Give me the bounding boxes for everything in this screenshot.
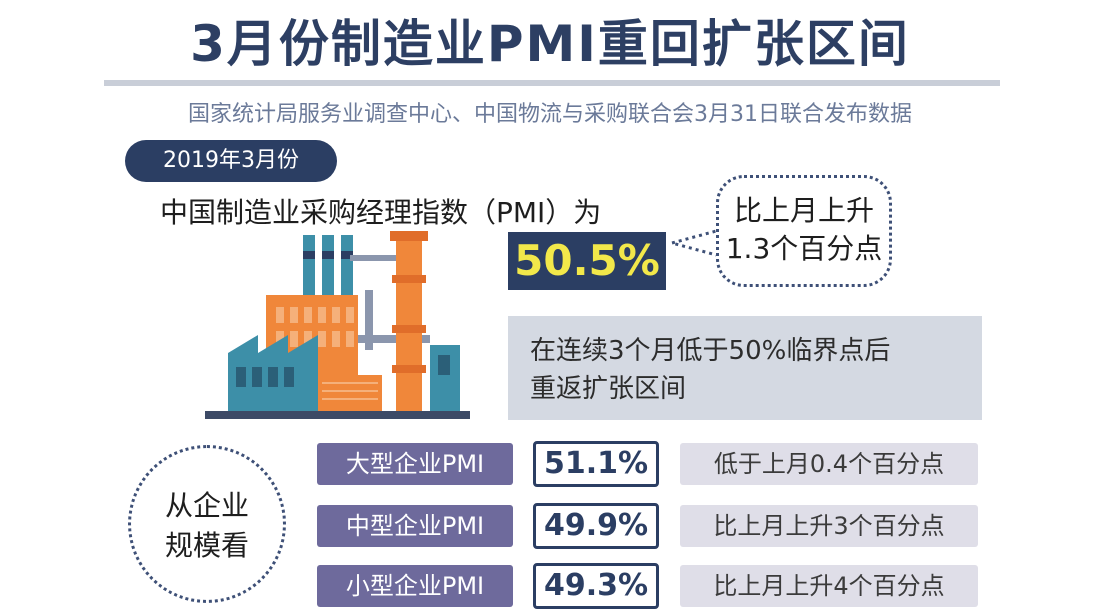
medium-enterprise-label: 中型企业PMI — [317, 505, 513, 547]
change-bubble: 比上月上升 1.3个百分点 — [716, 175, 892, 287]
small-enterprise-value: 49.3% — [533, 563, 659, 609]
large-enterprise-change: 低于上月0.4个百分点 — [680, 443, 978, 485]
bubble-tail — [666, 228, 722, 258]
medium-enterprise-change: 比上月上升3个百分点 — [680, 505, 978, 547]
page-title: 3月份制造业PMI重回扩张区间 — [190, 15, 910, 73]
change-line-1: 比上月上升 — [733, 194, 874, 227]
scale-line-2: 规模看 — [164, 529, 249, 562]
date-badge: 2019年3月份 — [125, 140, 337, 182]
context-line-1: 在连续3个月低于50%临界点后 — [530, 336, 891, 366]
context-box: 在连续3个月低于50%临界点后 重返扩张区间 — [508, 316, 982, 420]
change-line-2: 1.3个百分点 — [725, 232, 883, 265]
small-enterprise-label: 小型企业PMI — [317, 565, 513, 607]
context-line-2: 重返扩张区间 — [530, 374, 687, 404]
medium-enterprise-value: 49.9% — [533, 503, 659, 549]
title-divider — [104, 80, 1000, 86]
company-scale-circle: 从企业 规模看 — [128, 445, 286, 603]
large-enterprise-value: 51.1% — [533, 441, 659, 487]
pmi-label: 中国制造业采购经理指数（PMI）为 — [160, 196, 602, 229]
large-enterprise-label: 大型企业PMI — [317, 443, 513, 485]
page-subtitle: 国家统计局服务业调查中心、中国物流与采购联合会3月31日联合发布数据 — [188, 102, 912, 127]
factory-icon — [205, 231, 470, 419]
scale-line-1: 从企业 — [164, 489, 249, 522]
small-enterprise-change: 比上月上升4个百分点 — [680, 565, 978, 607]
pmi-value: 50.5% — [508, 232, 666, 290]
